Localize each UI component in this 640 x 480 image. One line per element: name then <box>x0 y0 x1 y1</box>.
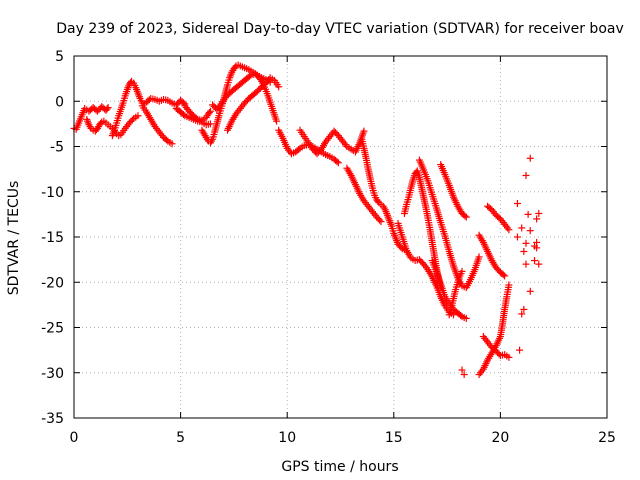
y-tick-labels: 5 0 -5 -10 -15 -20 -25 -30 -35 <box>41 49 64 427</box>
data-point <box>457 311 465 319</box>
tick-marks <box>73 55 608 419</box>
y-tick-label: -5 <box>50 140 64 156</box>
data-point <box>505 281 513 289</box>
data-point <box>134 112 142 120</box>
data-point <box>128 116 136 124</box>
x-tick-label: 20 <box>491 430 509 446</box>
x-tick-labels: 0 5 10 15 20 25 <box>70 430 616 446</box>
data-point <box>397 243 405 251</box>
y-tick-label: -15 <box>41 230 64 246</box>
y-tick-label: -20 <box>41 275 64 291</box>
data-point <box>461 212 469 220</box>
data-point <box>168 140 176 148</box>
data-point <box>460 371 468 379</box>
x-tick-label: 10 <box>278 430 296 446</box>
data-point <box>458 366 466 374</box>
x-axis-label: GPS time / hours <box>281 459 398 475</box>
data-point <box>462 314 470 322</box>
data-point <box>526 227 534 235</box>
data-point <box>206 107 214 115</box>
data-point <box>208 137 216 145</box>
data-point <box>376 216 384 224</box>
x-tick-label: 15 <box>385 430 403 446</box>
data-point <box>360 127 368 135</box>
data-point <box>505 226 513 234</box>
data-point <box>533 244 541 252</box>
data-point <box>522 260 530 268</box>
data-point <box>192 114 200 122</box>
data-point <box>535 260 543 268</box>
data-point <box>374 197 382 205</box>
data-point <box>499 271 507 279</box>
x-tick-label: 0 <box>70 430 79 446</box>
data-point <box>522 171 530 179</box>
data-point <box>273 117 281 125</box>
data-point <box>495 350 503 358</box>
data-point <box>246 72 254 80</box>
data-point <box>533 215 541 223</box>
y-axis-label: SDTVAR / TECUs <box>6 181 22 296</box>
data-point <box>103 105 111 113</box>
data-point <box>377 218 385 226</box>
data-point <box>295 146 303 154</box>
data-point <box>520 247 528 255</box>
data-point <box>162 136 170 144</box>
data-point <box>501 272 509 280</box>
data-point <box>475 253 483 261</box>
data-point <box>522 239 530 247</box>
data-point <box>334 159 342 167</box>
data-point <box>104 104 112 112</box>
data-point <box>205 109 213 117</box>
data-point <box>531 257 539 265</box>
x-tick-label: 5 <box>176 430 185 446</box>
y-tick-label: 0 <box>55 94 64 110</box>
y-tick-label: -35 <box>41 411 64 427</box>
plot-frame <box>73 55 608 419</box>
data-point <box>179 111 187 119</box>
data-point <box>333 158 341 166</box>
data-point <box>462 213 470 221</box>
data-point <box>520 305 528 313</box>
data-point <box>206 120 214 128</box>
data-point <box>513 200 521 208</box>
data-point <box>458 267 466 275</box>
y-tick-label: -10 <box>41 185 64 201</box>
data-point <box>526 154 534 162</box>
x-tick-label: 25 <box>598 430 616 446</box>
data-points <box>70 61 543 379</box>
y-tick-label: -30 <box>41 366 64 382</box>
data-point <box>275 83 283 91</box>
data-point <box>513 233 521 241</box>
data-point <box>516 346 524 354</box>
data-point <box>179 99 187 107</box>
y-tick-label: 5 <box>55 49 64 65</box>
data-point <box>518 310 526 318</box>
chart-title: Day 239 of 2023, Sidereal Day-to-day VTE… <box>56 21 624 37</box>
data-point <box>518 224 526 232</box>
data-point <box>524 210 532 218</box>
data-point <box>526 287 534 295</box>
grid <box>74 56 607 418</box>
data-point <box>505 353 513 361</box>
y-tick-label: -25 <box>41 321 64 337</box>
data-point <box>535 209 543 217</box>
